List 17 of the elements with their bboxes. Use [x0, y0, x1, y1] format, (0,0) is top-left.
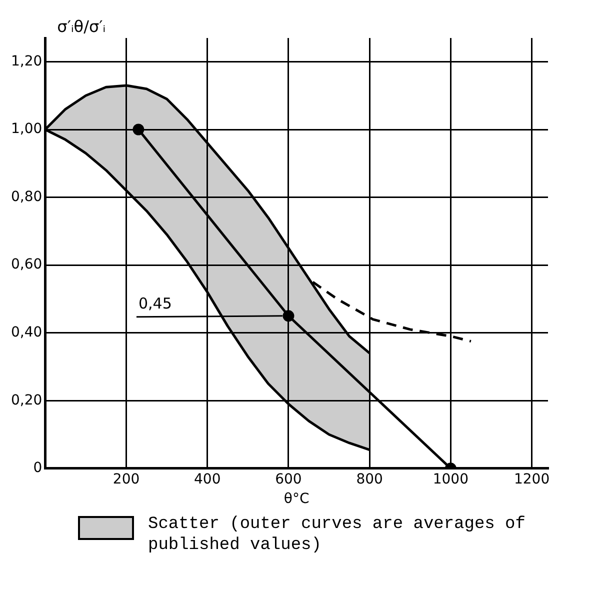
y-tick-label: 0,80: [11, 188, 42, 205]
x-axis-title: θ°C: [284, 491, 310, 508]
x-tick-label: 400: [194, 471, 221, 488]
x-tick-label: 1200: [514, 471, 550, 488]
annotation: 0,45: [138, 294, 172, 312]
y-tick-label: 0,20: [11, 392, 42, 408]
y-tick-label: 0,60: [11, 256, 42, 273]
y-tick-label: 1,00: [11, 121, 42, 138]
y-axis-title: σ′ᵢθ/σ′ᵢ: [57, 17, 106, 36]
x-tick-label: 1000: [432, 471, 468, 488]
x-tick-label: 600: [275, 471, 302, 488]
y-tick-label: 1,20: [11, 53, 42, 70]
x-tick-label: 800: [356, 471, 383, 488]
y-tick-label: 0,40: [11, 324, 42, 340]
x-tick-label: 200: [112, 471, 140, 488]
y-tick-label: 0: [33, 460, 42, 476]
legend-label: Scatter (outer curves are averages of published values): [148, 514, 526, 556]
